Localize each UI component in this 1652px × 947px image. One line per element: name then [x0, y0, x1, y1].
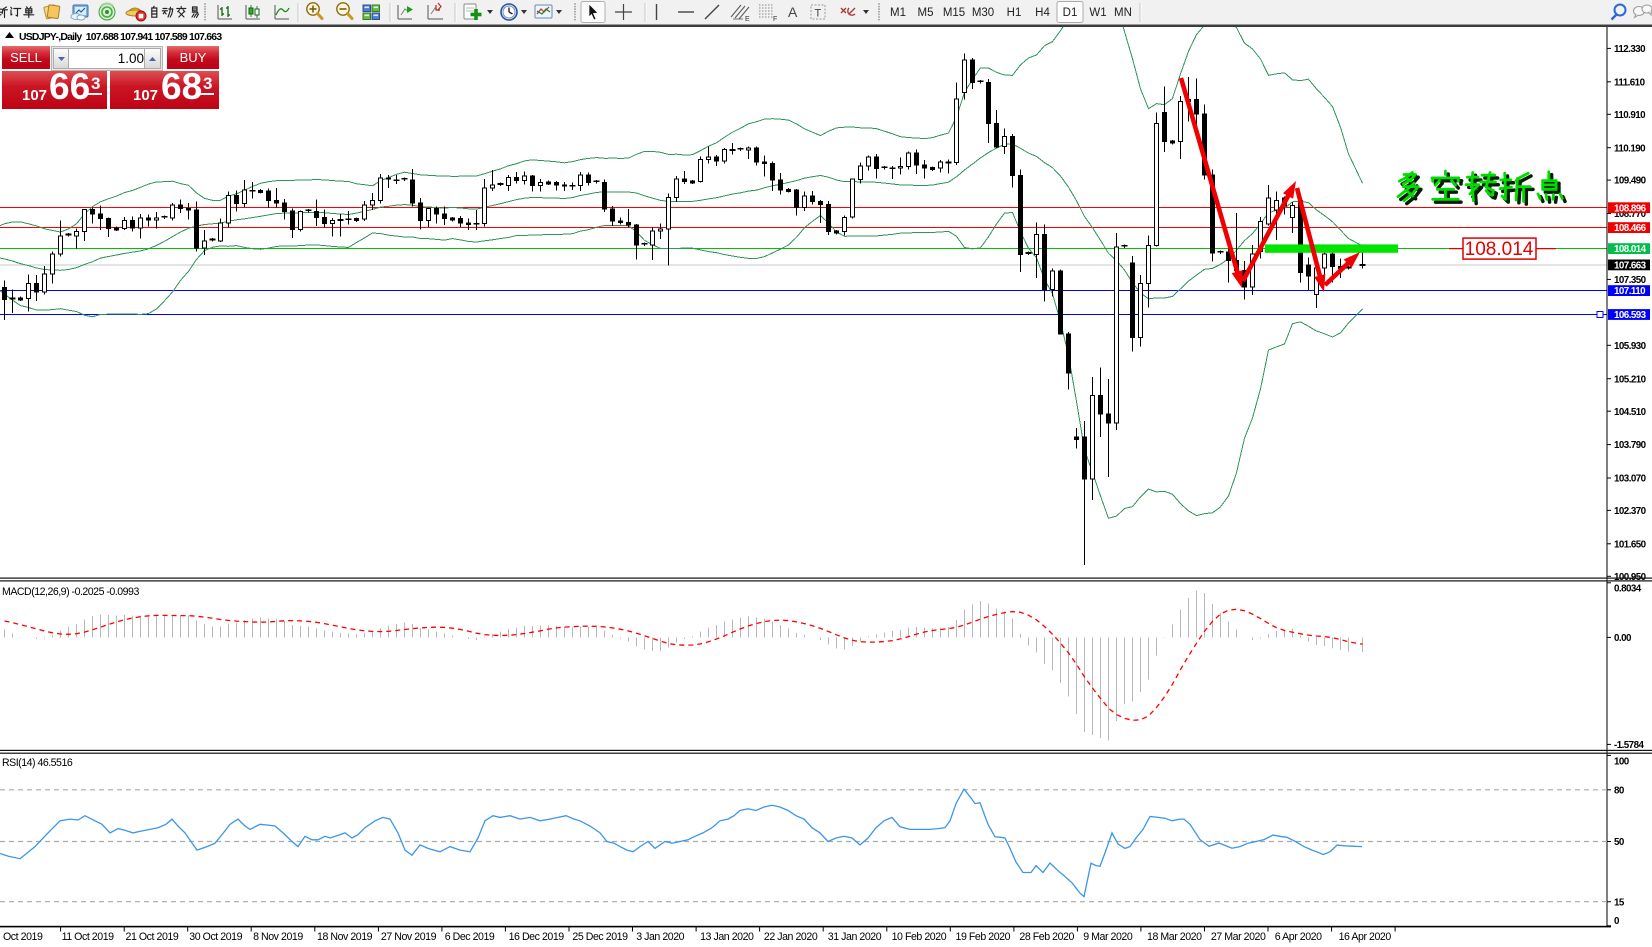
svg-text:100: 100 [1614, 756, 1630, 767]
svg-text:18 Mar 2020: 18 Mar 2020 [1147, 931, 1202, 943]
svg-text:M5: M5 [918, 7, 934, 19]
svg-text:107.350: 107.350 [1614, 275, 1647, 286]
svg-text:108.466: 108.466 [1614, 223, 1647, 234]
svg-text:106.593: 106.593 [1614, 310, 1647, 321]
svg-text:102.370: 102.370 [1614, 506, 1647, 517]
svg-text:6 Apr 2020: 6 Apr 2020 [1275, 931, 1322, 943]
svg-text:103.070: 103.070 [1614, 474, 1647, 485]
svg-text:3 Jan 2020: 3 Jan 2020 [636, 931, 684, 943]
svg-text:112.330: 112.330 [1614, 44, 1646, 55]
svg-text:Oct 2019: Oct 2019 [3, 931, 43, 943]
svg-text:T: T [815, 8, 822, 20]
svg-text:M1: M1 [890, 7, 906, 19]
svg-text:16 Apr 2020: 16 Apr 2020 [1339, 931, 1392, 943]
svg-text:105.930: 105.930 [1614, 341, 1647, 352]
svg-text:108.770: 108.770 [1614, 209, 1647, 220]
svg-text:110.190: 110.190 [1614, 143, 1646, 154]
svg-text:H4: H4 [1035, 7, 1050, 19]
svg-text:109.490: 109.490 [1614, 176, 1647, 187]
svg-text:H1: H1 [1007, 7, 1022, 19]
svg-text:104.510: 104.510 [1614, 407, 1647, 418]
svg-text:27 Mar 2020: 27 Mar 2020 [1211, 931, 1266, 943]
svg-text:-1.5784: -1.5784 [1614, 740, 1644, 751]
svg-text:USDJPY-,Daily 107.688 107.941: USDJPY-,Daily 107.688 107.941 107.589 10… [19, 32, 222, 43]
svg-text:MN: MN [1114, 7, 1132, 19]
svg-text:30 Oct 2019: 30 Oct 2019 [189, 931, 242, 943]
svg-text:E: E [745, 16, 750, 23]
svg-text:107.663: 107.663 [1614, 261, 1647, 272]
svg-text:101.650: 101.650 [1614, 539, 1647, 550]
svg-text:21 Oct 2019: 21 Oct 2019 [126, 931, 179, 943]
svg-text:9 Mar 2020: 9 Mar 2020 [1083, 931, 1133, 943]
svg-text:W1: W1 [1089, 7, 1106, 19]
svg-text:MACD(12,26,9) -0.2025 -0.0993: MACD(12,26,9) -0.2025 -0.0993 [2, 586, 139, 598]
svg-text:16 Dec 2019: 16 Dec 2019 [509, 931, 565, 943]
svg-text:8 Nov 2019: 8 Nov 2019 [253, 931, 303, 943]
svg-text:31 Jan 2020: 31 Jan 2020 [828, 931, 882, 943]
svg-text:28 Feb 2020: 28 Feb 2020 [1019, 931, 1074, 943]
svg-text:103.790: 103.790 [1614, 440, 1647, 451]
svg-text:110.910: 110.910 [1614, 110, 1646, 121]
svg-text:0: 0 [1614, 916, 1620, 927]
svg-text:22 Jan 2020: 22 Jan 2020 [764, 931, 818, 943]
svg-text:25 Dec 2019: 25 Dec 2019 [572, 931, 628, 943]
svg-text:10 Feb 2020: 10 Feb 2020 [892, 931, 947, 943]
svg-text:11 Oct 2019: 11 Oct 2019 [62, 931, 115, 943]
svg-text:F: F [773, 16, 777, 23]
svg-text:108.014: 108.014 [1614, 244, 1647, 255]
svg-text:50: 50 [1614, 837, 1625, 848]
svg-text:0.8034: 0.8034 [1614, 584, 1642, 595]
svg-text:A: A [788, 4, 798, 20]
svg-text:27 Nov 2019: 27 Nov 2019 [381, 931, 437, 943]
svg-text:105.210: 105.210 [1614, 374, 1647, 385]
svg-text:RSI(14) 46.5516: RSI(14) 46.5516 [2, 757, 73, 769]
svg-text:108.014: 108.014 [1465, 239, 1534, 260]
svg-text:80: 80 [1614, 785, 1625, 796]
svg-text:13 Jan 2020: 13 Jan 2020 [700, 931, 754, 943]
svg-text:6 Dec 2019: 6 Dec 2019 [445, 931, 495, 943]
svg-text:18 Nov 2019: 18 Nov 2019 [317, 931, 373, 943]
svg-text:M30: M30 [972, 7, 994, 19]
svg-text:D1: D1 [1063, 7, 1078, 19]
svg-text:19 Feb 2020: 19 Feb 2020 [956, 931, 1011, 943]
svg-text:100.950: 100.950 [1614, 572, 1647, 583]
svg-text:107.110: 107.110 [1614, 286, 1646, 297]
svg-text:M15: M15 [943, 7, 965, 19]
svg-text:108.896: 108.896 [1614, 203, 1647, 214]
svg-text:111.610: 111.610 [1614, 77, 1646, 88]
svg-text:0.00: 0.00 [1614, 633, 1632, 644]
svg-text:15: 15 [1614, 897, 1625, 908]
